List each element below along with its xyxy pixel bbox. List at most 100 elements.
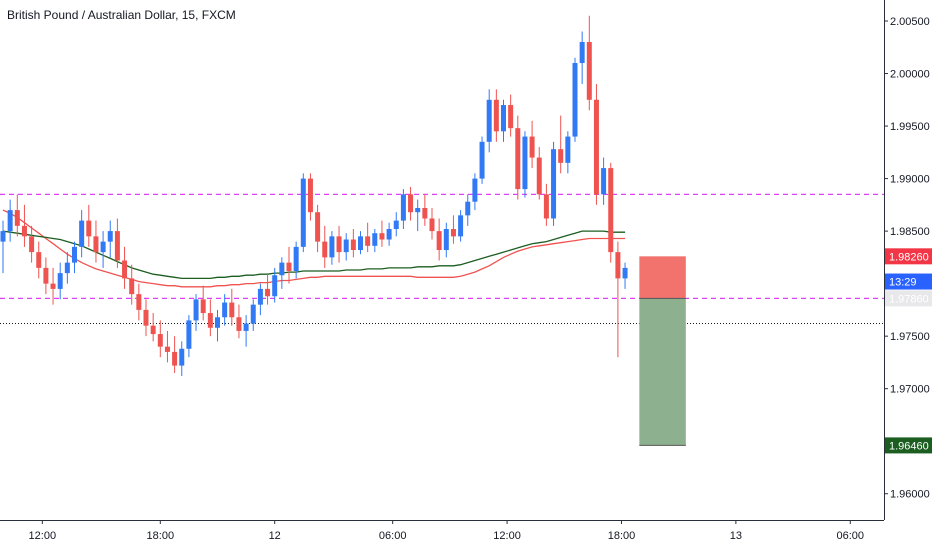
- horizontal-levels[interactable]: [0, 193, 884, 325]
- candle[interactable]: [529, 120, 535, 169]
- candle[interactable]: [565, 131, 571, 174]
- candle[interactable]: [472, 173, 478, 211]
- candle[interactable]: [372, 229, 378, 253]
- price-tag-box: [885, 290, 932, 307]
- candle[interactable]: [279, 257, 285, 289]
- candle[interactable]: [7, 199, 13, 242]
- candle[interactable]: [186, 315, 192, 358]
- candle[interactable]: [50, 267, 56, 305]
- candle[interactable]: [307, 173, 313, 221]
- candle[interactable]: [293, 241, 299, 279]
- candle[interactable]: [479, 136, 485, 184]
- candle[interactable]: [443, 222, 449, 258]
- candle[interactable]: [157, 320, 163, 358]
- candle[interactable]: [465, 194, 471, 226]
- candle[interactable]: [436, 218, 442, 261]
- candle[interactable]: [36, 241, 42, 279]
- candle[interactable]: [586, 15, 592, 111]
- candles[interactable]: [0, 15, 628, 377]
- candle[interactable]: [107, 220, 113, 258]
- candle[interactable]: [543, 183, 549, 226]
- candle[interactable]: [179, 341, 185, 377]
- candle[interactable]: [486, 89, 492, 153]
- candle[interactable]: [215, 309, 220, 342]
- candle[interactable]: [393, 212, 399, 237]
- candle[interactable]: [93, 220, 99, 263]
- candle[interactable]: [14, 194, 20, 237]
- candle-body: [372, 233, 378, 246]
- candle[interactable]: [408, 186, 414, 221]
- candle[interactable]: [329, 231, 335, 265]
- candle[interactable]: [122, 246, 128, 289]
- candle[interactable]: [64, 252, 70, 284]
- candle[interactable]: [358, 231, 363, 255]
- candle[interactable]: [400, 189, 406, 230]
- candle[interactable]: [365, 222, 371, 253]
- candle[interactable]: [72, 241, 77, 274]
- candle[interactable]: [336, 225, 342, 263]
- candle[interactable]: [622, 262, 628, 289]
- candle[interactable]: [29, 225, 35, 263]
- candle[interactable]: [21, 204, 27, 247]
- candle[interactable]: [501, 99, 506, 142]
- candle-body: [29, 236, 35, 253]
- candle[interactable]: [300, 173, 306, 253]
- candle[interactable]: [129, 264, 135, 305]
- candle[interactable]: [350, 229, 356, 258]
- candle[interactable]: [343, 233, 349, 261]
- candle[interactable]: [536, 147, 542, 200]
- candle[interactable]: [200, 285, 206, 321]
- candle[interactable]: [493, 89, 499, 142]
- candle[interactable]: [86, 204, 92, 247]
- take-profit-zone[interactable]: [639, 298, 686, 446]
- candle[interactable]: [143, 299, 149, 337]
- candle[interactable]: [0, 220, 6, 274]
- candle-body: [429, 218, 435, 232]
- candle[interactable]: [579, 31, 585, 85]
- candle[interactable]: [79, 210, 85, 258]
- candle[interactable]: [114, 218, 120, 268]
- candle[interactable]: [286, 246, 292, 284]
- candle[interactable]: [207, 299, 213, 337]
- candle[interactable]: [193, 294, 199, 331]
- candle[interactable]: [150, 313, 156, 342]
- candle[interactable]: [164, 330, 170, 363]
- candle[interactable]: [322, 225, 328, 268]
- candle[interactable]: [272, 267, 278, 303]
- candle[interactable]: [229, 288, 235, 326]
- candle[interactable]: [422, 194, 428, 226]
- candle[interactable]: [615, 241, 621, 358]
- candle[interactable]: [265, 273, 271, 305]
- candle[interactable]: [250, 299, 256, 331]
- candle[interactable]: [551, 141, 557, 226]
- candle[interactable]: [450, 215, 456, 244]
- candle[interactable]: [172, 336, 178, 373]
- candle[interactable]: [522, 131, 528, 198]
- candle[interactable]: [572, 57, 578, 142]
- candle[interactable]: [236, 304, 242, 339]
- stop-loss-zone[interactable]: [639, 256, 686, 299]
- candle[interactable]: [608, 162, 614, 263]
- candle[interactable]: [558, 115, 564, 174]
- candle[interactable]: [222, 294, 228, 326]
- candle[interactable]: [386, 222, 392, 246]
- candle[interactable]: [136, 283, 142, 321]
- candle[interactable]: [315, 204, 321, 253]
- candle[interactable]: [458, 210, 464, 242]
- candle[interactable]: [601, 157, 607, 205]
- candle[interactable]: [243, 315, 249, 347]
- candle[interactable]: [379, 220, 385, 247]
- candle[interactable]: [429, 208, 435, 240]
- candle[interactable]: [43, 257, 49, 295]
- candle[interactable]: [415, 199, 421, 232]
- position-tool[interactable]: [639, 256, 686, 446]
- candle[interactable]: [508, 94, 514, 137]
- time-axis[interactable]: [0, 520, 932, 550]
- candle[interactable]: [515, 115, 521, 200]
- candle[interactable]: [100, 231, 106, 268]
- candle[interactable]: [257, 283, 263, 316]
- candle[interactable]: [57, 262, 63, 300]
- candle[interactable]: [593, 84, 599, 205]
- x-tick-label: 12: [269, 530, 281, 542]
